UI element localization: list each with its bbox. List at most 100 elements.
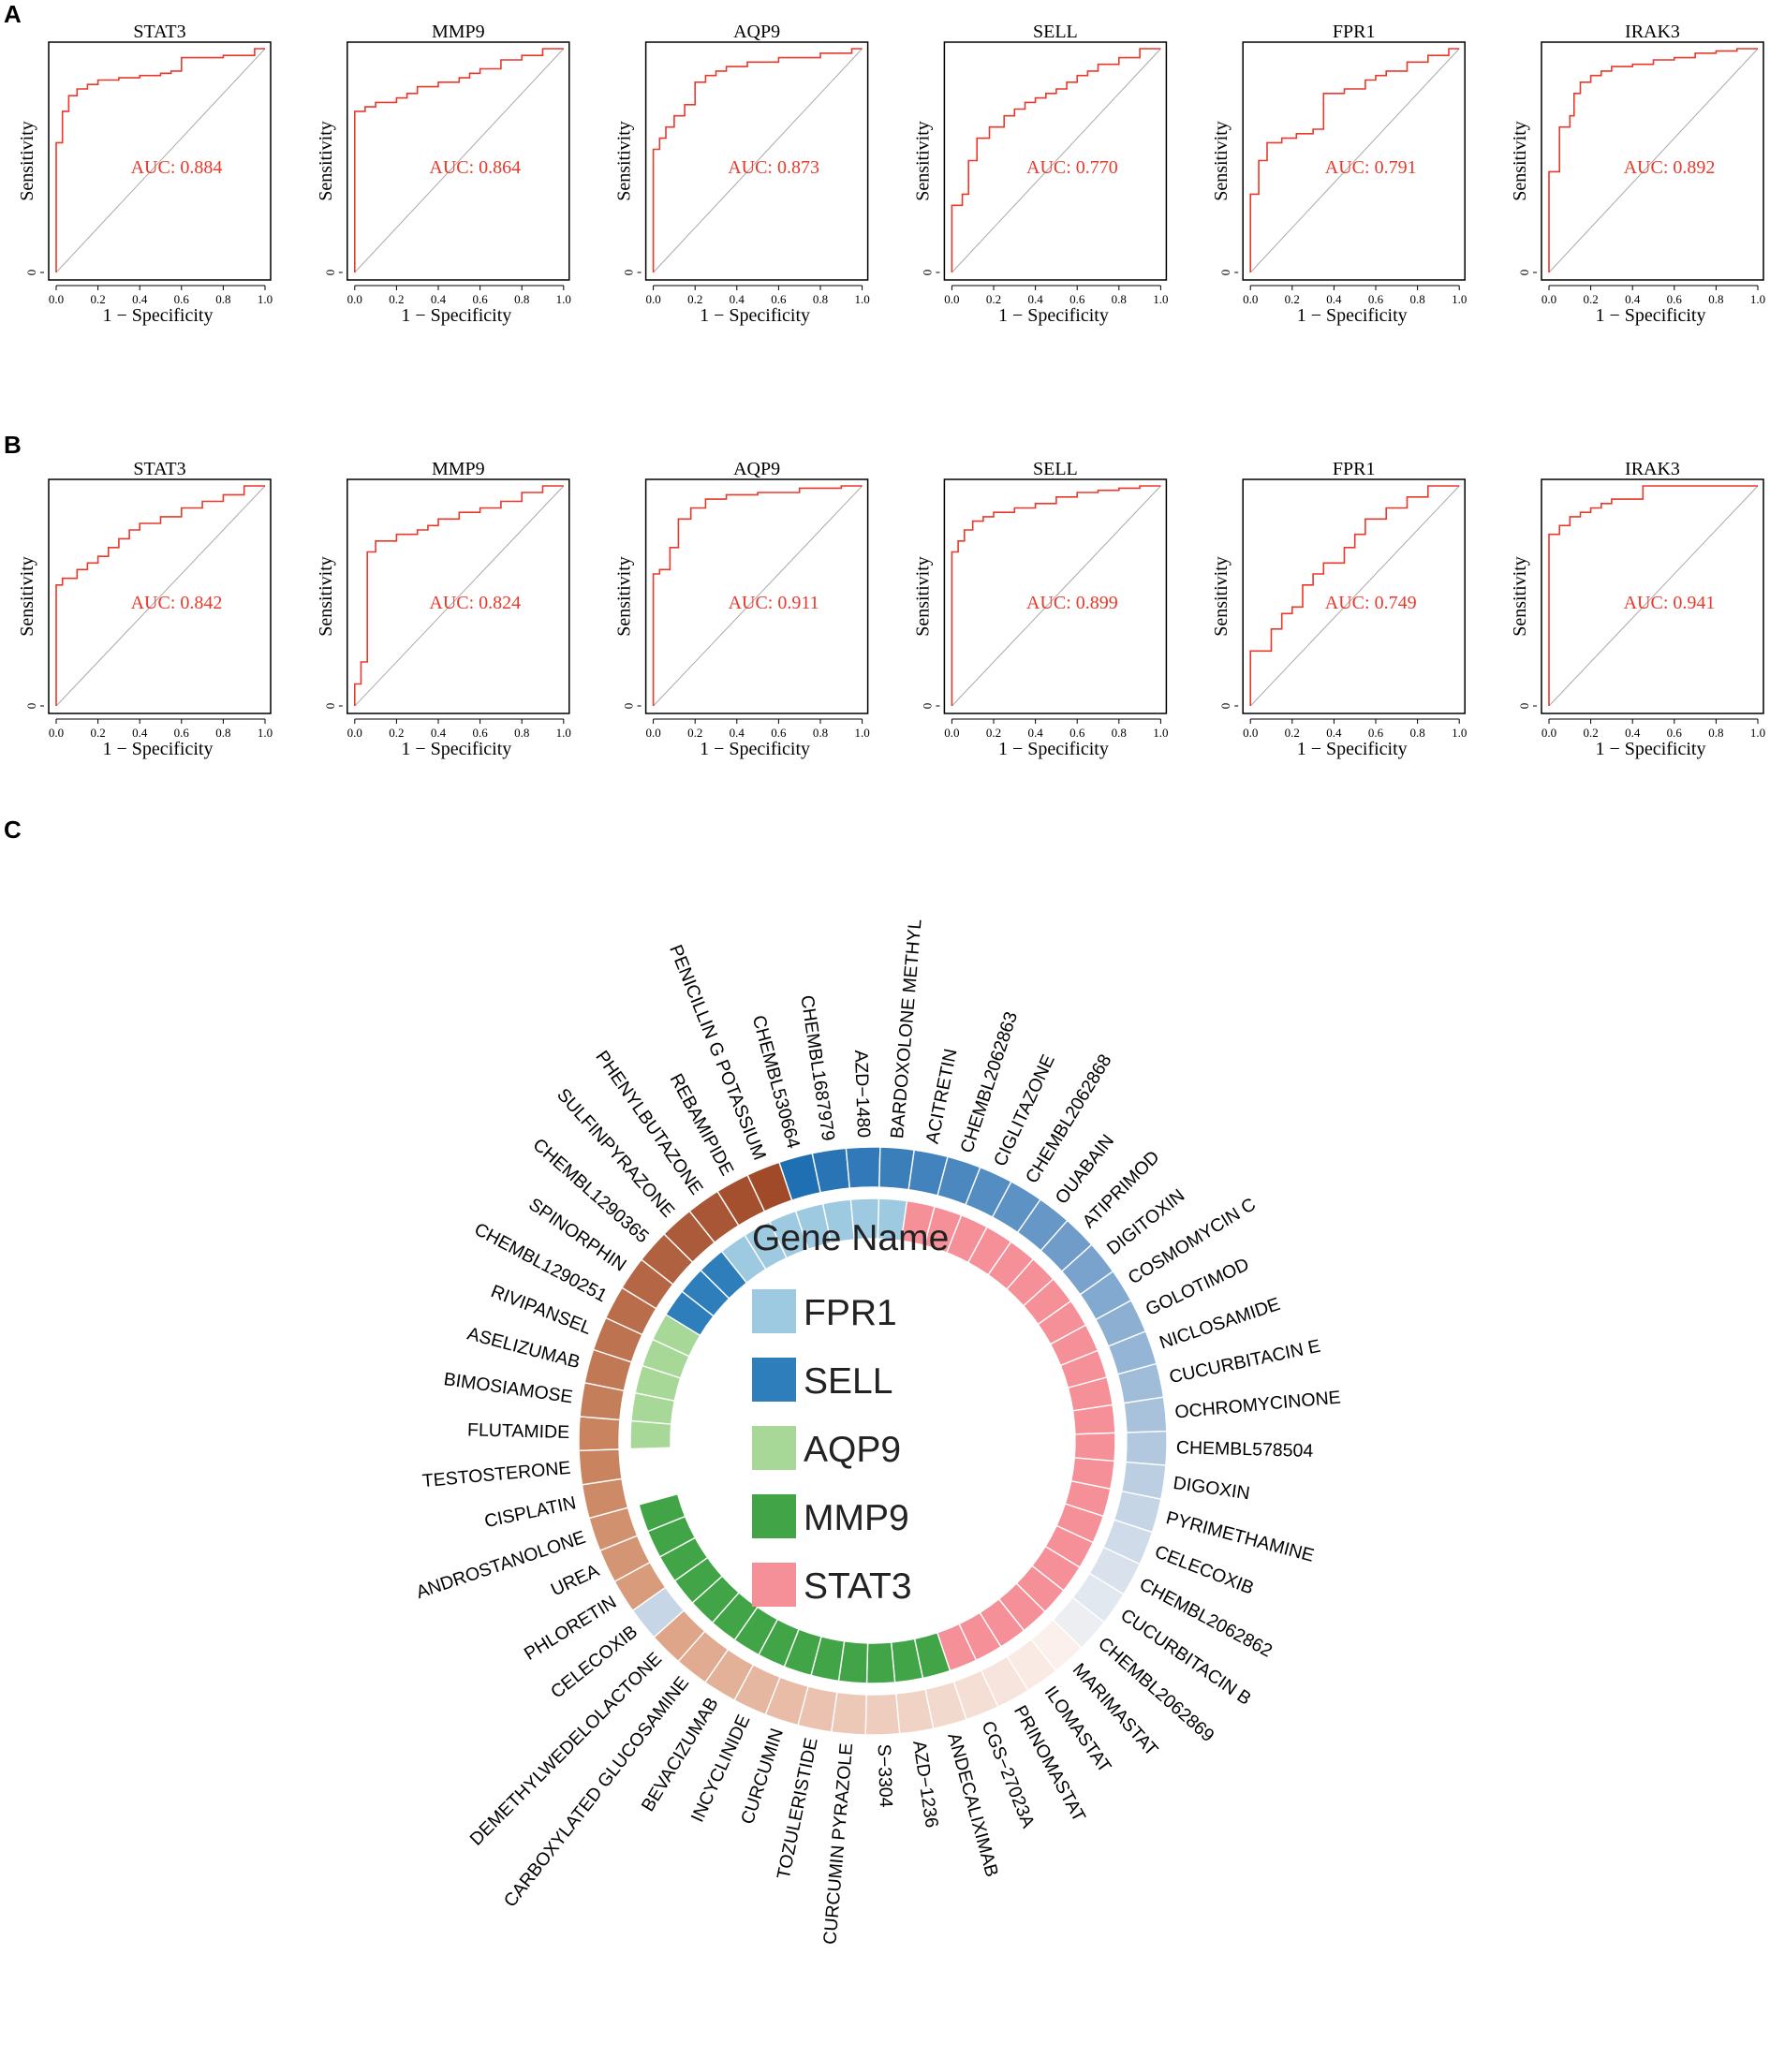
- drug-label: UREA: [548, 1560, 602, 1600]
- x-tick-label: 0.6: [1368, 292, 1384, 306]
- x-tick-label: 1.0: [854, 292, 869, 306]
- drug-label: PENICILLIN G POTASSIUM: [665, 942, 770, 1163]
- roc-plot-a-mmp9: MMP9 AUC: 0.864 0.0 0.2 0.4 0.6 0.8 1.0 1 − Spec…: [316, 22, 571, 326]
- x-tick-label: 0.0: [645, 726, 660, 740]
- x-tick-label: 0.6: [472, 292, 488, 306]
- plot-title: MMP9: [432, 459, 485, 479]
- x-tick-label: 0.8: [1112, 726, 1127, 740]
- y-axis-label: Sensitivity: [1211, 556, 1232, 637]
- legend-label-fpr1: FPR1: [804, 1293, 897, 1333]
- drug-label: TESTOSTERONE: [421, 1458, 571, 1492]
- reference-diagonal: [354, 485, 565, 707]
- drug-segment: [578, 1416, 621, 1452]
- reference-diagonal: [354, 48, 565, 273]
- roc-plot-b-mmp9: MMP9 AUC: 0.824 0.0 0.2 0.4 0.6 0.8 1.0 1 − Spec…: [316, 459, 571, 759]
- drug-label: BARDOXOLONE METHYL: [887, 918, 925, 1139]
- plot-title: STAT3: [133, 22, 185, 42]
- x-tick-label: 1.0: [258, 726, 273, 740]
- x-axis-label: 1 − Specificity: [1596, 739, 1706, 759]
- x-tick-label: 0.2: [1583, 292, 1598, 306]
- x-tick-label: 1.0: [1153, 292, 1168, 306]
- x-tick-label: 0.8: [1409, 726, 1424, 740]
- plot-frame: [644, 478, 869, 714]
- roc-plot-a-irak3: IRAK3 AUC: 0.892 0.0 0.2 0.4 0.6 0.8 1.0 1 − Spe…: [1510, 22, 1765, 326]
- x-tick-label: 0.4: [1027, 292, 1043, 306]
- roc-plot-a-aqp9: AQP9 AUC: 0.873 0.0 0.2 0.4 0.6 0.8 1.0 1 − Spec…: [614, 22, 870, 326]
- roc-curve: [652, 48, 863, 272]
- x-tick-label: 0.8: [813, 726, 828, 740]
- plot-title: IRAK3: [1625, 22, 1680, 42]
- drug-segment: [578, 1448, 623, 1486]
- x-tick-label: 0.4: [132, 292, 148, 306]
- auc-label: AUC: 0.899: [1026, 593, 1118, 613]
- roc-curve: [354, 48, 564, 272]
- gene-segment-stat3: [1071, 1403, 1116, 1435]
- x-tick-label: 1.0: [854, 726, 869, 740]
- drug-label: CISPLATIN: [482, 1492, 578, 1532]
- reference-diagonal: [55, 48, 266, 273]
- y-tick-label: 0: [1517, 703, 1531, 710]
- drug-segment: [1123, 1396, 1168, 1433]
- legend-swatch-sell: [752, 1358, 796, 1402]
- x-axis-label: 1 − Specificity: [1297, 739, 1408, 759]
- x-tick-label: 1.0: [1452, 726, 1467, 740]
- drug-label: TOZULERISTIDE: [774, 1736, 822, 1881]
- plot-title: STAT3: [133, 459, 185, 479]
- x-tick-label: 0.4: [1027, 726, 1043, 740]
- auc-label: AUC: 0.911: [729, 593, 819, 613]
- x-tick-label: 0.4: [1326, 292, 1342, 306]
- plot-frame: [48, 41, 272, 281]
- drug-label: AZD−1480: [850, 1050, 874, 1139]
- y-axis-label: Sensitivity: [912, 121, 933, 201]
- drug-label: BIMOSIAMOSE: [442, 1369, 573, 1407]
- x-tick-label: 1.0: [1750, 292, 1765, 306]
- x-tick-label: 0.0: [1541, 726, 1556, 740]
- x-tick-label: 0.2: [1583, 726, 1598, 740]
- x-tick-label: 0.8: [514, 726, 529, 740]
- y-axis-label: Sensitivity: [912, 556, 933, 637]
- x-tick-label: 0.2: [687, 292, 702, 306]
- x-tick-label: 0.0: [645, 292, 660, 306]
- y-axis-label: Sensitivity: [1510, 556, 1530, 637]
- y-tick-label: 0: [1517, 270, 1531, 276]
- x-tick-label: 0.6: [472, 726, 488, 740]
- plot-title: FPR1: [1333, 459, 1376, 479]
- x-tick-label: 0.8: [813, 292, 828, 306]
- x-tick-label: 0.6: [1667, 726, 1683, 740]
- plot-frame: [1541, 478, 1764, 714]
- x-axis-label: 1 − Specificity: [700, 739, 810, 759]
- reference-diagonal: [653, 48, 863, 273]
- drug-label: CURCUMIN PYRAZOLE: [819, 1742, 857, 1946]
- x-tick-label: 0.4: [1625, 292, 1641, 306]
- legend-swatch-mmp9: [752, 1494, 796, 1538]
- drug-label: ASELIZUMAB: [465, 1323, 583, 1373]
- auc-label: AUC: 0.770: [1026, 157, 1118, 178]
- panel-b-roc-row: STAT3 AUC: 0.842 0.0 0.2 0.4 0.6 0.8 1.0 1 − Spe…: [17, 459, 1765, 759]
- x-tick-label: 0.2: [1285, 292, 1300, 306]
- x-tick-label: 0.6: [771, 292, 787, 306]
- x-tick-label: 0.2: [986, 292, 1001, 306]
- gene-segment-stat3: [1073, 1432, 1116, 1462]
- y-tick-label: 0: [622, 270, 636, 276]
- y-axis-label: Sensitivity: [316, 121, 336, 201]
- x-tick-label: 0.6: [174, 292, 190, 306]
- x-tick-label: 1.0: [1153, 726, 1168, 740]
- drug-label: OCHROMYCINONE: [1174, 1387, 1342, 1422]
- x-tick-label: 1.0: [1452, 292, 1467, 306]
- x-tick-label: 0.4: [1625, 726, 1641, 740]
- x-axis-label: 1 − Specificity: [401, 739, 511, 759]
- legend-swatch-aqp9: [752, 1426, 796, 1470]
- drug-label: ACITRETIN: [922, 1047, 962, 1145]
- plot-frame: [1242, 478, 1466, 714]
- x-tick-label: 0.2: [90, 292, 105, 306]
- reference-diagonal: [653, 485, 863, 707]
- roc-curve: [55, 48, 265, 272]
- y-tick-label: 0: [323, 270, 337, 276]
- auc-label: AUC: 0.842: [131, 593, 223, 613]
- gene-legend: Gene Name FPR1 SELL AQP9 MMP9 STAT3: [752, 1218, 949, 1607]
- roc-curve: [1548, 485, 1758, 706]
- plot-frame: [644, 41, 869, 281]
- drug-label: FLUTAMIDE: [467, 1419, 570, 1443]
- y-tick-label: 0: [1218, 270, 1232, 276]
- drug-label: S−3304: [874, 1743, 896, 1808]
